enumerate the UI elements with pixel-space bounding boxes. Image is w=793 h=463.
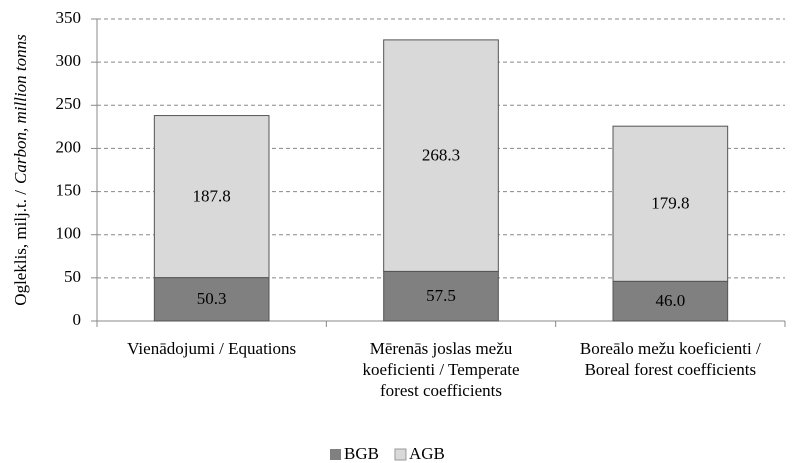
y-tick-label: 250 <box>56 94 82 113</box>
x-tick-label: Boreālo mežu koeficienti / Boreal forest… <box>579 339 761 379</box>
y-axis-label: Ogleklis, milj.t. / Carbon, million tonns <box>11 34 30 306</box>
data-label: 46.0 <box>655 291 685 310</box>
legend-swatch <box>330 449 341 460</box>
y-tick-label: 100 <box>56 224 82 243</box>
legend-swatch <box>394 448 407 461</box>
y-axis-label-en: Carbon, million tonns <box>11 34 30 184</box>
x-tick-label: Mērenās joslas mežu koeficienti / Temper… <box>362 339 520 400</box>
y-tick-label: 0 <box>73 310 82 329</box>
data-label: 57.5 <box>426 286 456 305</box>
y-tick-label: 150 <box>56 180 82 199</box>
y-axis-label-lv: Ogleklis, milj.t. / <box>11 190 30 306</box>
legend-label: AGB <box>409 444 445 463</box>
bar-segment <box>612 125 729 282</box>
bar-segment <box>383 39 499 272</box>
x-tick-label: Vienādojumi / Equations <box>127 339 297 358</box>
y-tick-label: 50 <box>64 267 81 286</box>
data-label: 268.3 <box>422 146 460 165</box>
legend-label: BGB <box>344 444 379 463</box>
y-tick-label: 350 <box>56 8 82 27</box>
y-tick-label: 200 <box>56 137 82 156</box>
bar-segment <box>153 115 270 279</box>
data-label: 187.8 <box>193 186 231 205</box>
bar-segment <box>383 270 499 322</box>
data-label: 50.3 <box>197 289 227 308</box>
bar-segment <box>612 280 729 322</box>
y-tick-label: 300 <box>56 51 82 70</box>
data-label: 179.8 <box>651 194 689 213</box>
